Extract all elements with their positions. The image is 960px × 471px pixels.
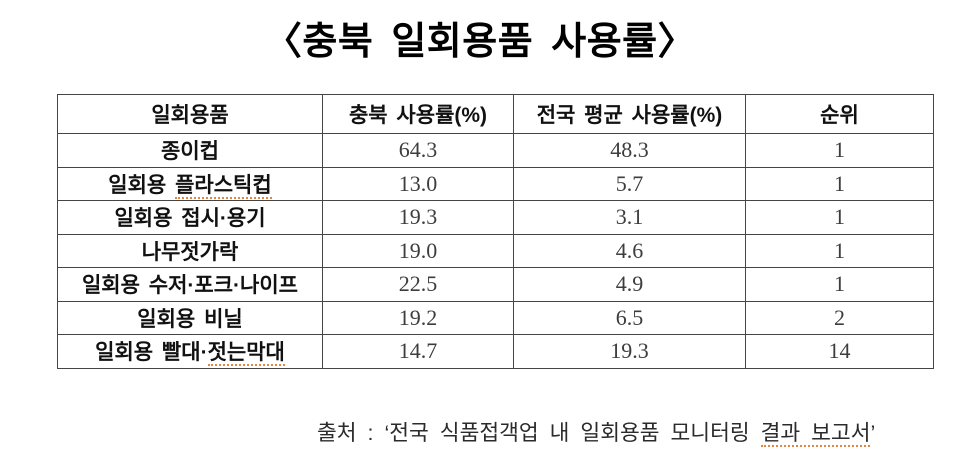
source-closing-quote: ’ <box>870 421 876 445</box>
chungbuk-rate-cell: 14.7 <box>322 334 514 369</box>
chungbuk-rate-cell: 19.3 <box>322 200 514 235</box>
item-label: 나무젓가락 <box>141 240 239 264</box>
chungbuk-rate-cell: 22.5 <box>322 267 514 302</box>
table-row: 일회용 빨대·젓는막대 14.7 19.3 14 <box>57 334 934 369</box>
table-row: 일회용 수저·포크·나이프 22.5 4.9 1 <box>57 267 934 302</box>
item-cell: 일회용 수저·포크·나이프 <box>57 267 323 302</box>
item-cell: 일회용 접시·용기 <box>57 200 323 235</box>
item-label: 일회용 수저·포크·나이프 <box>81 274 299 298</box>
item-cell: 나무젓가락 <box>57 233 323 268</box>
header-rank: 순위 <box>745 94 934 134</box>
rank-cell: 1 <box>745 267 934 302</box>
item-label: 일회용 접시·용기 <box>114 207 266 231</box>
national-rate-cell: 4.6 <box>513 233 746 268</box>
item-cell: 일회용 빨대·젓는막대 <box>57 334 323 369</box>
national-rate-cell: 5.7 <box>513 166 746 201</box>
item-cell: 일회용 비닐 <box>57 300 323 335</box>
item-label-spellcheck: 플라스틱컵 <box>175 173 272 199</box>
rank-cell: 1 <box>745 133 934 168</box>
item-label: 일회용 <box>108 173 176 197</box>
header-item: 일회용품 <box>57 94 323 134</box>
item-label-spellcheck: 젓는막대 <box>207 341 285 367</box>
national-rate-cell: 3.1 <box>513 200 746 235</box>
rank-cell: 1 <box>745 233 934 268</box>
source-text: 출처 : ‘전국 식품접객업 내 일회용품 모니터링 <box>317 421 761 445</box>
national-rate-cell: 4.9 <box>513 267 746 302</box>
table-row: 일회용 플라스틱컵 13.0 5.7 1 <box>57 166 934 201</box>
header-national-rate: 전국 평균 사용률(%) <box>513 94 746 134</box>
item-label: 일회용 비닐 <box>137 307 243 331</box>
chungbuk-rate-cell: 19.2 <box>322 300 514 335</box>
item-label: 종이컵 <box>161 140 219 164</box>
header-row: 일회용품 충북 사용률(%) 전국 평균 사용률(%) 순위 <box>57 94 934 134</box>
item-cell: 일회용 플라스틱컵 <box>57 166 323 201</box>
rank-cell: 2 <box>745 300 934 335</box>
chungbuk-rate-cell: 64.3 <box>322 133 514 168</box>
table-row: 일회용 비닐 19.2 6.5 2 <box>57 300 934 335</box>
rank-cell: 14 <box>745 334 934 369</box>
item-label: 일회용 빨대· <box>95 341 208 365</box>
header-chungbuk-rate: 충북 사용률(%) <box>322 94 514 134</box>
national-rate-cell: 6.5 <box>513 300 746 335</box>
source-caption: 출처 : ‘전국 식품접객업 내 일회용품 모니터링 결과 보고서’ <box>317 416 875 447</box>
table-row: 일회용 접시·용기 19.3 3.1 1 <box>57 200 934 235</box>
rank-cell: 1 <box>745 200 934 235</box>
item-cell: 종이컵 <box>57 133 323 168</box>
national-rate-cell: 19.3 <box>513 334 746 369</box>
chungbuk-rate-cell: 19.0 <box>322 233 514 268</box>
rank-cell: 1 <box>745 166 934 201</box>
table-row: 나무젓가락 19.0 4.6 1 <box>57 233 934 268</box>
chungbuk-rate-cell: 13.0 <box>322 166 514 201</box>
national-rate-cell: 48.3 <box>513 133 746 168</box>
table-row: 종이컵 64.3 48.3 1 <box>57 133 934 168</box>
page-title: 〈충북 일회용품 사용률〉 <box>263 21 697 63</box>
source-text-spellcheck: 결과 보고서 <box>760 421 871 447</box>
usage-table: 일회용품 충북 사용률(%) 전국 평균 사용률(%) 순위 종이컵 64.3 … <box>57 94 934 369</box>
